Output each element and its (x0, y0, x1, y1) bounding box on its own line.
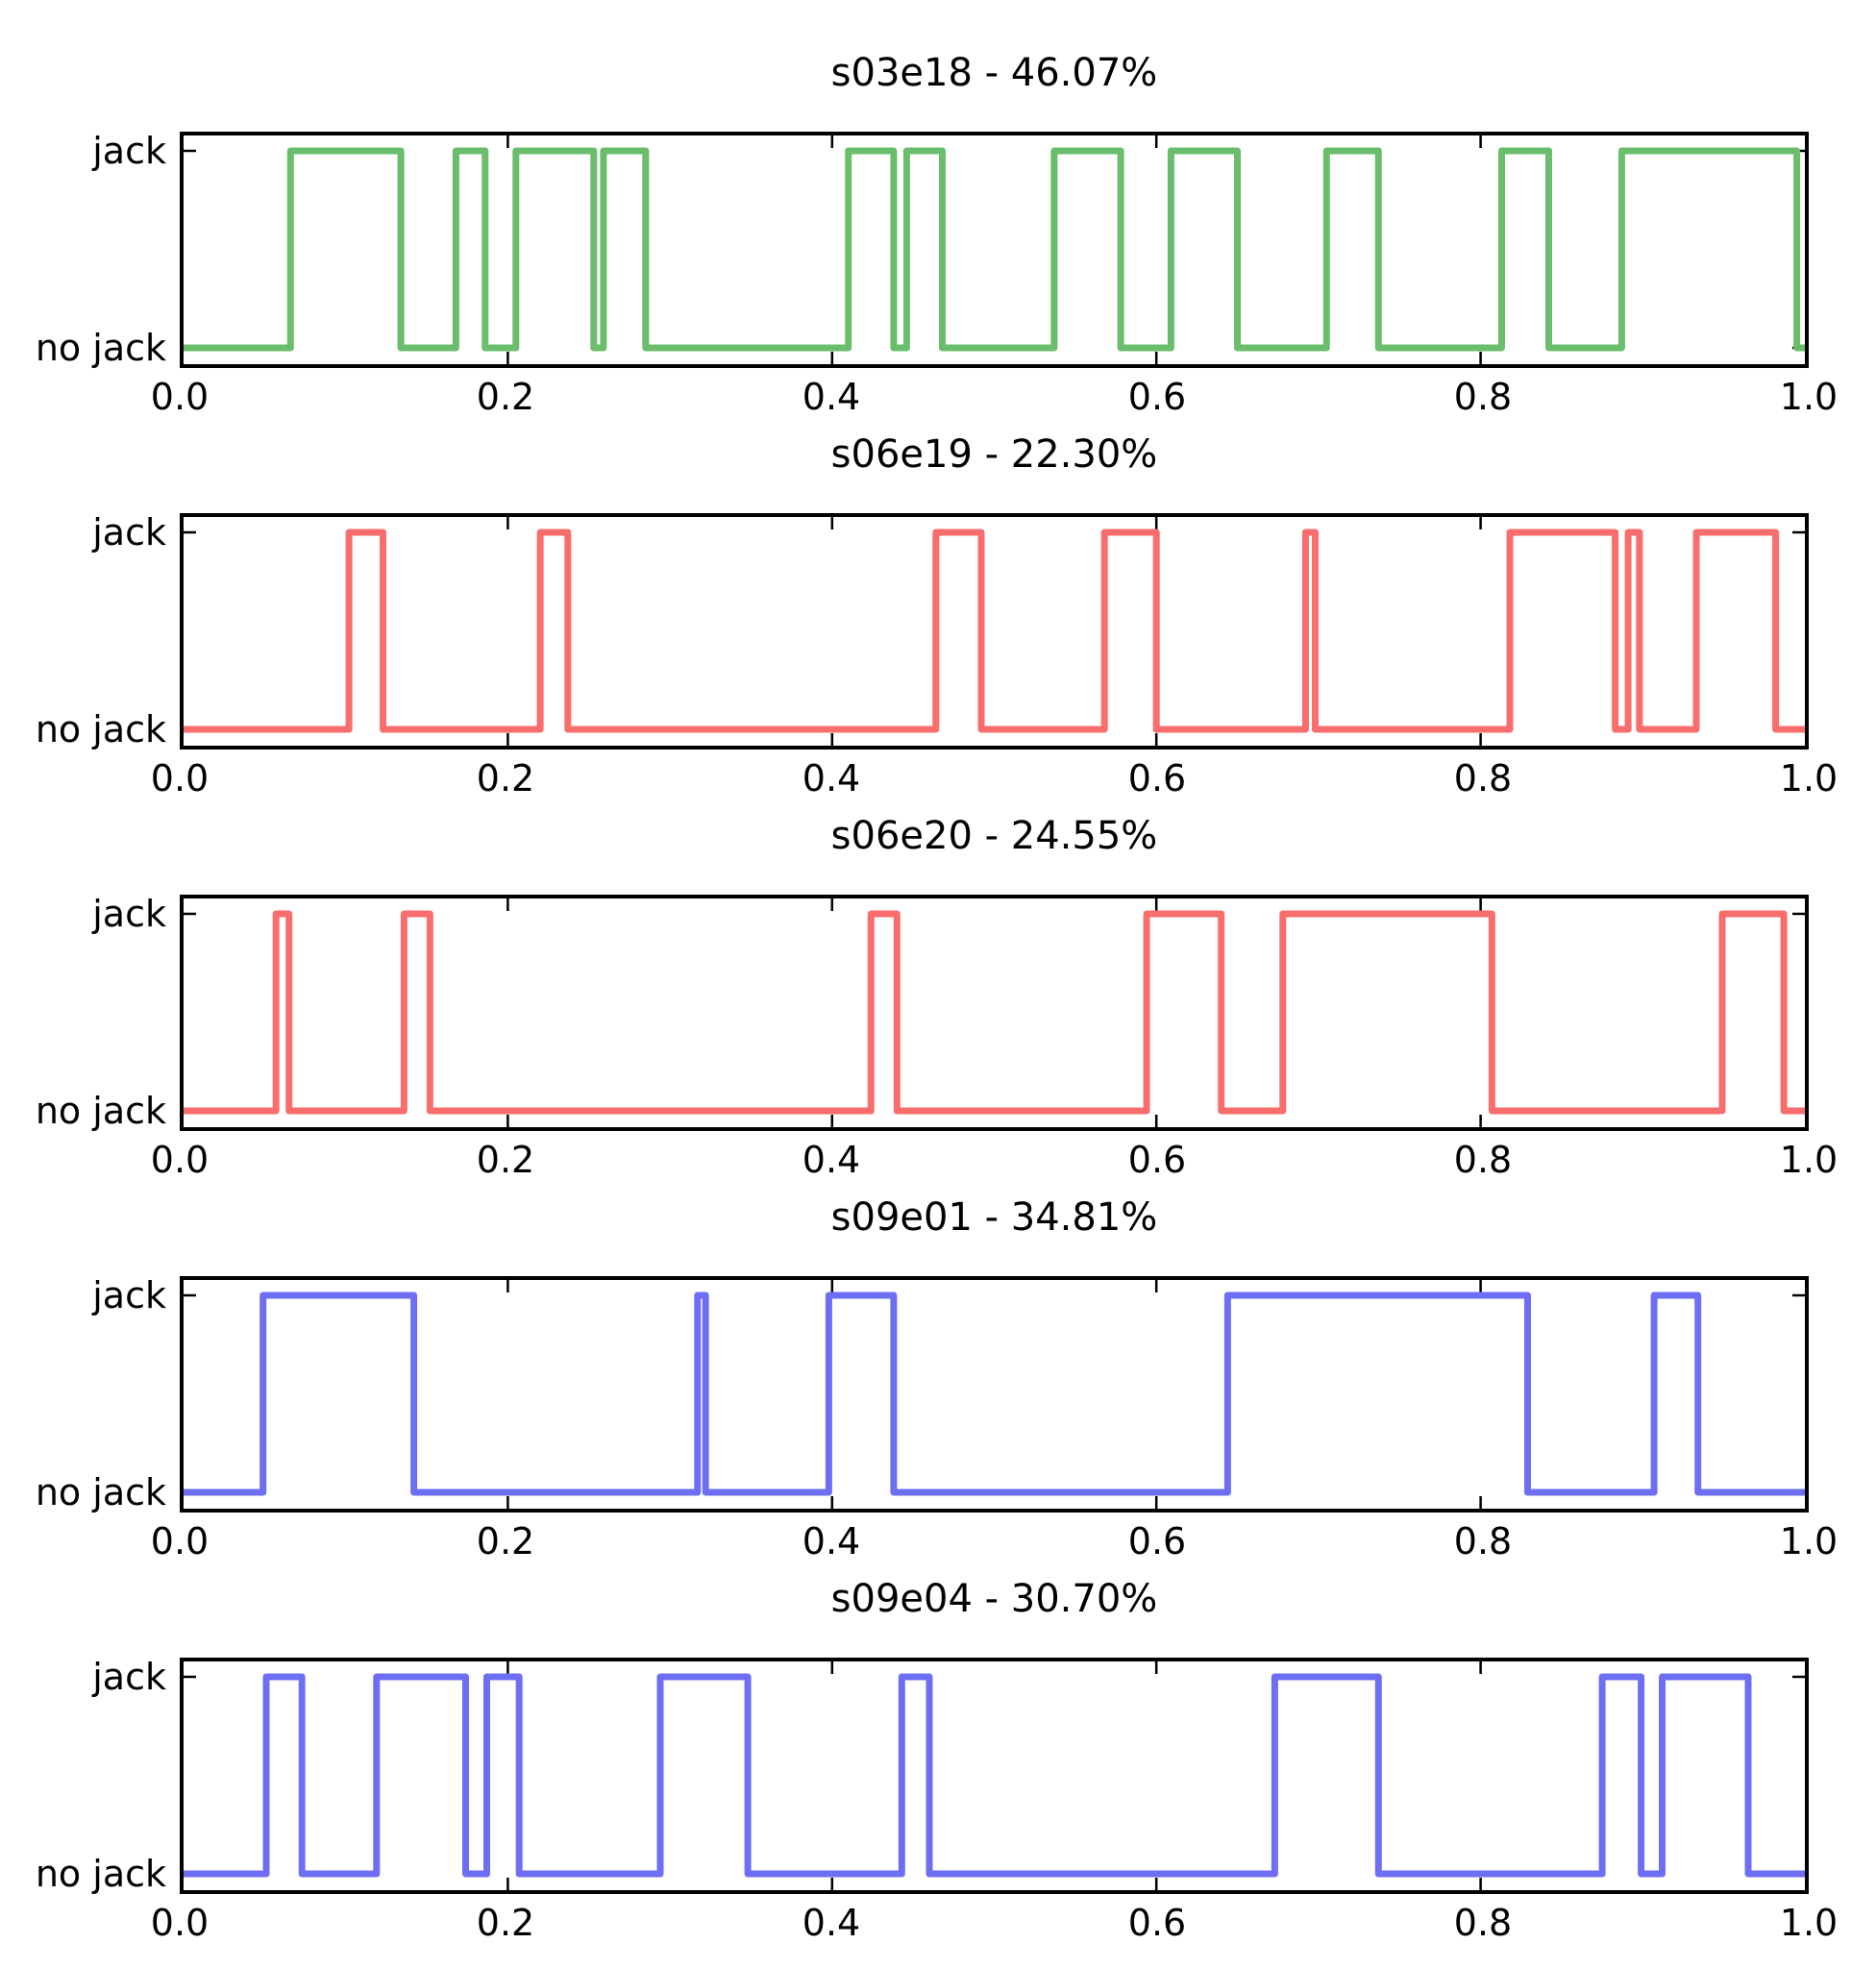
waveform-line (184, 910, 1805, 1115)
x-tick-label: 0.6 (1127, 757, 1187, 800)
waveform-svg (184, 898, 1805, 1127)
y-tick-label-jack: jack (92, 130, 166, 172)
x-tick-label: 1.0 (1779, 1139, 1839, 1181)
x-tick-label: 0.2 (476, 376, 535, 418)
x-tick-label: 0.8 (1453, 757, 1513, 800)
x-tick-label: 0.0 (150, 1520, 210, 1562)
x-tick-label: 0.6 (1127, 1520, 1187, 1562)
x-tick-label: 0.2 (476, 1520, 535, 1562)
y-tick-label-jack: jack (92, 893, 166, 935)
subplot-s06e19: s06e19 - 22.30% jack no jack 0.0 0.2 0.4… (0, 381, 1876, 800)
waveform-line (184, 1673, 1805, 1878)
axes-box (180, 895, 1809, 1131)
y-tick-label-jack: jack (92, 1274, 166, 1316)
x-tick-label: 0.8 (1453, 1520, 1513, 1562)
x-tick-label: 0.6 (1127, 1139, 1187, 1181)
axes-box (180, 132, 1809, 368)
x-tick-label: 0.8 (1453, 376, 1513, 418)
x-tick-label: 0.4 (802, 1139, 861, 1181)
waveform-line (184, 147, 1805, 352)
plot-title: s09e01 - 34.81% (830, 1195, 1158, 1240)
x-tick-label: 0.2 (476, 757, 535, 800)
subplot-s03e18: s03e18 - 46.07% jack no jack 0.0 0.2 0.4… (0, 0, 1876, 418)
y-tick-label-no-jack: no jack (35, 327, 166, 369)
plot-title: s06e20 - 24.55% (830, 814, 1158, 858)
x-tick-labels: 0.0 0.2 0.4 0.6 0.8 1.0 (151, 1138, 1838, 1182)
x-tick-label: 0.6 (1127, 1902, 1187, 1944)
waveform-line (184, 529, 1805, 733)
x-tick-label: 1.0 (1779, 376, 1839, 418)
x-tick-label: 0.0 (150, 1902, 210, 1944)
y-tick-label-no-jack: no jack (35, 1471, 166, 1513)
x-tick-label: 0.2 (476, 1902, 535, 1944)
y-tick-label-no-jack: no jack (35, 708, 166, 750)
waveform-line (184, 1292, 1805, 1496)
x-tick-label: 0.4 (802, 1520, 861, 1562)
axes-box (180, 513, 1809, 750)
x-tick-labels: 0.0 0.2 0.4 0.6 0.8 1.0 (151, 375, 1838, 419)
waveform-svg (184, 135, 1805, 364)
x-tick-label: 0.8 (1453, 1902, 1513, 1944)
x-tick-label: 0.4 (802, 757, 861, 800)
x-tick-label: 1.0 (1779, 1902, 1839, 1944)
y-tick-label-no-jack: no jack (35, 1853, 166, 1895)
x-tick-label: 0.0 (150, 757, 210, 800)
x-tick-labels: 0.0 0.2 0.4 0.6 0.8 1.0 (151, 756, 1838, 800)
x-tick-label: 0.8 (1453, 1139, 1513, 1181)
x-tick-label: 1.0 (1779, 757, 1839, 800)
plot-title: s03e18 - 46.07% (830, 51, 1158, 95)
waveform-svg (184, 1280, 1805, 1509)
waveform-svg (184, 1661, 1805, 1890)
waveform-svg (184, 517, 1805, 746)
x-tick-label: 0.4 (802, 1902, 861, 1944)
y-tick-label-no-jack: no jack (35, 1090, 166, 1132)
subplot-s09e04: s09e04 - 30.70% jack no jack 0.0 0.2 0.4… (0, 1526, 1876, 1944)
subplot-s06e20: s06e20 - 24.55% jack no jack 0.0 0.2 0.4… (0, 763, 1876, 1181)
axes-box (180, 1658, 1809, 1894)
x-tick-label: 0.6 (1127, 376, 1187, 418)
x-tick-label: 0.2 (476, 1139, 535, 1181)
plot-title: s09e04 - 30.70% (830, 1577, 1158, 1621)
x-tick-label: 0.0 (150, 376, 210, 418)
x-tick-label: 0.4 (802, 376, 861, 418)
x-tick-labels: 0.0 0.2 0.4 0.6 0.8 1.0 (151, 1901, 1838, 1945)
y-tick-label-jack: jack (92, 1656, 166, 1698)
axes-box (180, 1276, 1809, 1513)
x-tick-label: 0.0 (150, 1139, 210, 1181)
x-tick-labels: 0.0 0.2 0.4 0.6 0.8 1.0 (151, 1519, 1838, 1563)
y-tick-label-jack: jack (92, 511, 166, 554)
subplot-s09e01: s09e01 - 34.81% jack no jack 0.0 0.2 0.4… (0, 1144, 1876, 1562)
x-tick-label: 1.0 (1779, 1520, 1839, 1562)
plot-title: s06e19 - 22.30% (830, 432, 1158, 477)
